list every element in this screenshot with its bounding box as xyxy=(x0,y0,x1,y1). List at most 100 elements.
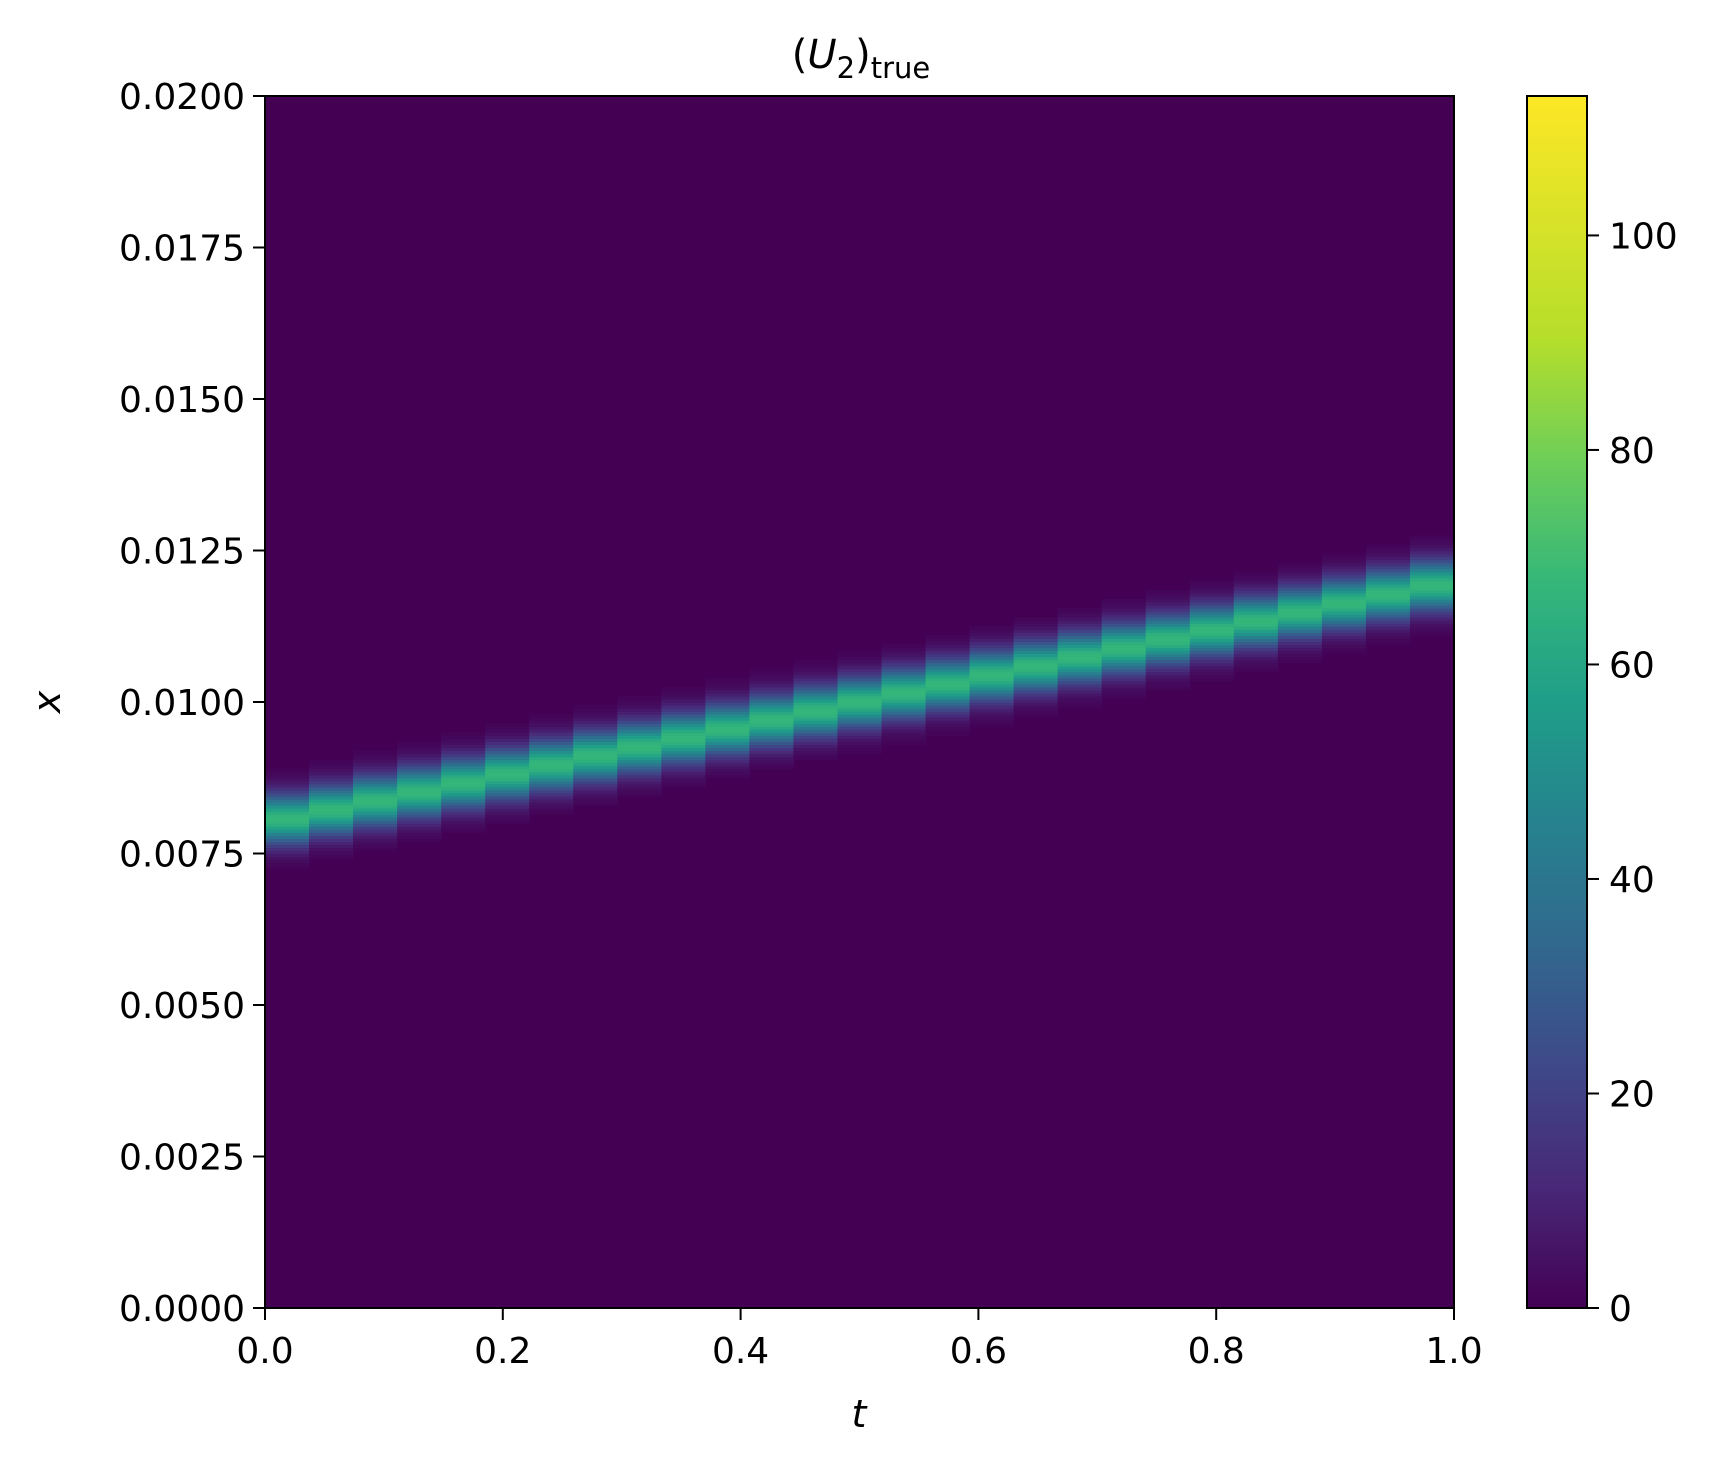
heatmap-cell xyxy=(441,817,486,821)
heatmap-cell xyxy=(661,783,706,788)
heatmap-cell xyxy=(1145,671,1191,676)
heatmap-cell xyxy=(573,795,618,800)
heatmap-cell xyxy=(1057,702,1103,706)
heatmap-cell xyxy=(485,759,530,764)
heatmap-cell xyxy=(705,765,751,770)
heatmap-cell xyxy=(1409,556,1454,561)
heatmap-cell xyxy=(1145,668,1191,673)
heatmap-cell xyxy=(397,774,442,779)
heatmap-cell xyxy=(309,820,354,824)
heatmap-cell xyxy=(485,811,530,815)
y-tick-label: 0.0200 xyxy=(119,77,245,118)
heatmap-cell xyxy=(485,814,530,818)
heatmap-cell xyxy=(1057,698,1103,703)
heatmap-cell xyxy=(1321,647,1367,652)
heatmap-cell xyxy=(265,801,310,806)
heatmap-cell xyxy=(1013,641,1059,646)
heatmap-cell xyxy=(837,738,883,742)
heatmap-cell xyxy=(441,783,486,788)
heatmap-cell xyxy=(573,801,618,806)
heatmap-cell xyxy=(1321,574,1367,579)
heatmap-cell xyxy=(265,829,310,833)
heatmap-cell xyxy=(925,726,971,730)
heatmap-cell xyxy=(309,774,354,779)
heatmap-cell xyxy=(1409,571,1454,576)
heatmap-cell xyxy=(881,656,927,661)
heatmap-cell xyxy=(661,692,706,697)
heatmap-cell xyxy=(881,659,927,664)
heatmap-cell xyxy=(1013,632,1059,636)
heatmap-cell xyxy=(1013,626,1059,630)
heatmap-cell xyxy=(309,777,354,782)
heatmap-cell xyxy=(1409,589,1454,594)
heatmap-cell xyxy=(1145,635,1191,639)
heatmap-cell xyxy=(309,847,354,852)
heatmap-cell xyxy=(925,729,971,733)
heatmap-cell xyxy=(397,762,442,767)
heatmap-cell xyxy=(705,744,751,749)
heatmap-cell xyxy=(793,692,839,697)
heatmap-cell xyxy=(705,698,751,703)
heatmap-cell xyxy=(353,759,398,764)
heatmap-cell xyxy=(485,756,530,761)
heatmap-cell xyxy=(1321,611,1367,615)
heatmap-cell xyxy=(925,644,971,649)
heatmap-cell xyxy=(1145,686,1191,691)
heatmap-cell xyxy=(793,698,839,703)
heatmap-cell xyxy=(837,702,883,706)
heatmap-cell xyxy=(881,705,927,709)
heatmap-cell xyxy=(1145,629,1191,633)
heatmap-cell xyxy=(705,732,751,736)
heatmap-cell xyxy=(1189,665,1235,670)
heatmap-cell xyxy=(1409,620,1454,624)
heatmap-cell xyxy=(1057,683,1103,688)
heatmap-cell xyxy=(441,789,486,794)
heatmap-cell xyxy=(793,695,839,700)
heatmap-cell xyxy=(749,759,795,764)
heatmap-cell xyxy=(749,741,795,746)
heatmap-cell xyxy=(397,753,442,758)
heatmap-cell xyxy=(1013,617,1059,621)
heatmap-cell xyxy=(705,711,751,715)
heatmap-cell xyxy=(1145,605,1191,609)
heatmap-cell xyxy=(1057,689,1103,694)
heatmap-cell xyxy=(1013,711,1059,715)
heatmap-cell xyxy=(441,768,486,773)
heatmap-cell xyxy=(617,705,662,709)
heatmap-cell xyxy=(265,798,310,803)
heatmap-cell xyxy=(353,823,398,827)
heatmap-cell xyxy=(441,750,486,755)
heatmap-cell xyxy=(1013,705,1059,709)
heatmap-cell xyxy=(1013,653,1059,658)
heatmap-cell xyxy=(1189,668,1235,673)
heatmap-cell xyxy=(793,756,839,761)
heatmap-cell xyxy=(485,798,530,803)
heatmap-cell xyxy=(1189,644,1235,649)
heatmap-cell xyxy=(1233,662,1279,667)
heatmap-cell xyxy=(1145,659,1191,664)
heatmap-cell xyxy=(309,823,354,827)
heatmap-cell xyxy=(397,829,442,833)
heatmap-cell xyxy=(837,711,883,715)
heatmap-cell xyxy=(1321,592,1367,597)
heatmap-cell xyxy=(265,862,310,867)
heatmap-cell xyxy=(573,708,618,712)
heatmap-cell xyxy=(1057,659,1103,664)
heatmap-cell xyxy=(397,808,442,812)
heatmap-cell xyxy=(397,777,442,782)
heatmap-cell xyxy=(881,650,927,655)
heatmap-cell xyxy=(1101,620,1147,624)
chart-title: (U2)true xyxy=(792,32,930,85)
y-tick-label: 0.0150 xyxy=(119,380,245,421)
heatmap-cell xyxy=(353,832,398,836)
heatmap-cell xyxy=(793,668,839,673)
heatmap-cell xyxy=(1409,544,1454,549)
heatmap-cell xyxy=(1277,644,1323,649)
heatmap-cell xyxy=(265,856,310,861)
heatmap-cell xyxy=(1321,617,1367,621)
heatmap-cell xyxy=(1409,547,1454,552)
x-tick-label: 0.2 xyxy=(474,1331,531,1372)
heatmap-cell xyxy=(617,750,662,755)
heatmap-cell xyxy=(265,835,310,839)
heatmap-cell xyxy=(1013,629,1059,633)
